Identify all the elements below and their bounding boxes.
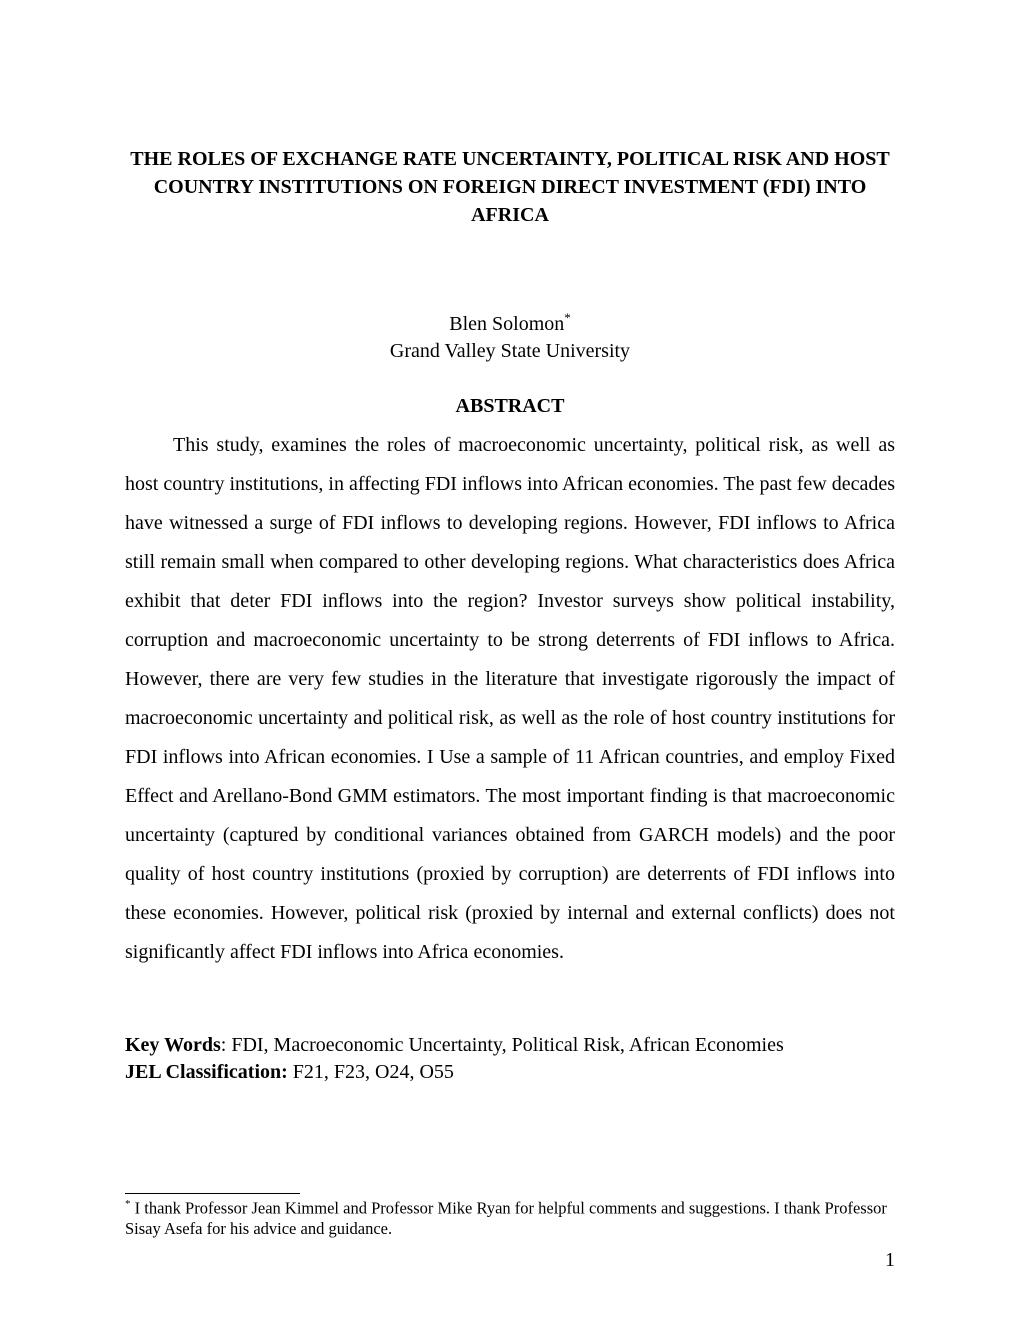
author-name: Blen Solomon (449, 311, 564, 338)
paper-title: THE ROLES OF EXCHANGE RATE UNCERTAINTY, … (125, 145, 895, 229)
jel-text: F21, F23, O24, O55 (288, 1061, 454, 1083)
jel-label: JEL Classification: (125, 1061, 288, 1083)
abstract-body: This study, examines the roles of macroe… (125, 426, 895, 972)
footnote-text: * I thank Professor Jean Kimmel and Prof… (125, 1198, 895, 1240)
page-number: 1 (885, 1249, 895, 1272)
keywords-block: Key Words: FDI, Macroeconomic Uncertaint… (125, 1032, 895, 1086)
abstract-heading: ABSTRACT (125, 395, 895, 418)
keywords-label: Key Words (125, 1034, 221, 1056)
author-footnote-marker: * (564, 310, 571, 325)
footnote-area: * I thank Professor Jean Kimmel and Prof… (125, 1193, 895, 1240)
author-block: Blen Solomon* Grand Valley State Univers… (125, 309, 895, 365)
footnote-body: I thank Professor Jean Kimmel and Profes… (125, 1199, 887, 1239)
keywords-text: : FDI, Macroeconomic Uncertainty, Politi… (221, 1034, 784, 1056)
footnote-separator (125, 1193, 300, 1194)
author-affiliation: Grand Valley State University (125, 338, 895, 365)
